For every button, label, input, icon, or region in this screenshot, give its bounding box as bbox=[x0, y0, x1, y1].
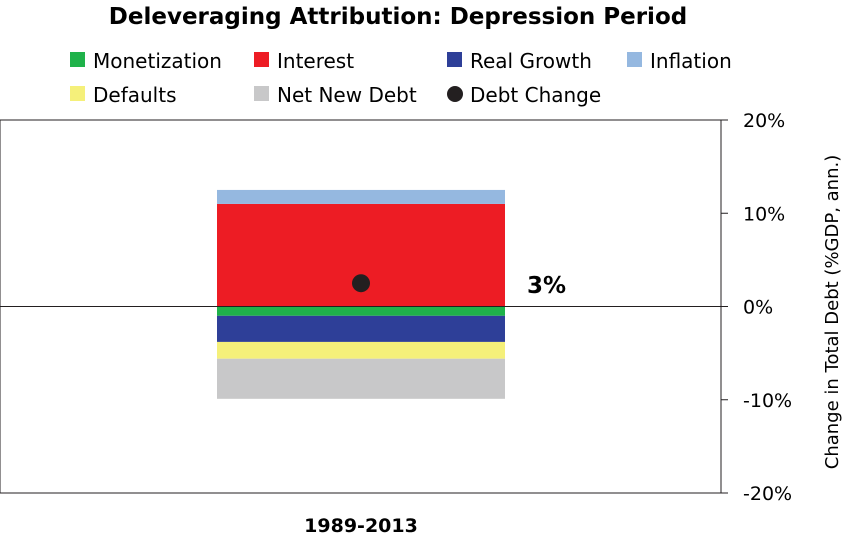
legend-swatch bbox=[627, 52, 642, 67]
marker-debt-change bbox=[352, 274, 370, 293]
legend-label: Defaults bbox=[93, 83, 177, 107]
legend-item-debt-change: Debt Change bbox=[447, 83, 601, 107]
legend: Monetization Interest Real Growth Inflation… bbox=[70, 49, 732, 107]
legend-label: Real Growth bbox=[470, 49, 592, 73]
legend-item-real-growth: Real Growth bbox=[447, 49, 592, 73]
x-tick-label: 1989-2013 bbox=[304, 515, 418, 536]
bar-stack bbox=[217, 189, 505, 399]
y-tick-label: -20% bbox=[743, 483, 792, 505]
legend-item-net-new-debt: Net New Debt bbox=[254, 83, 417, 107]
legend-item-interest: Interest bbox=[254, 49, 354, 73]
y-axis-label: Change in Total Debt (%GDP, ann.) bbox=[822, 155, 843, 470]
legend-swatch bbox=[254, 52, 269, 67]
bar-segment-defaults bbox=[217, 341, 505, 359]
x-axis: 1989-2013 bbox=[304, 515, 418, 536]
legend-swatch bbox=[70, 86, 85, 101]
y-tick-label: 20% bbox=[743, 110, 785, 132]
y-tick-label: -10% bbox=[743, 390, 792, 412]
legend-item-inflation: Inflation bbox=[627, 49, 732, 73]
marker-layer: 3% bbox=[352, 273, 566, 299]
legend-swatch bbox=[447, 86, 463, 102]
bar-segment-inflation bbox=[217, 189, 505, 204]
legend-label: Inflation bbox=[650, 49, 732, 73]
bar-segment-net-new-debt bbox=[217, 358, 505, 399]
legend-swatch bbox=[70, 52, 85, 67]
legend-label: Debt Change bbox=[470, 83, 601, 107]
chart-title: Deleveraging Attribution: Depression Per… bbox=[109, 4, 687, 30]
legend-swatch bbox=[447, 52, 462, 67]
legend-item-defaults: Defaults bbox=[70, 83, 177, 107]
y-tick-label: 10% bbox=[743, 203, 785, 225]
bar-segment-real-growth bbox=[217, 315, 505, 342]
y-tick-label: 0% bbox=[743, 297, 773, 319]
legend-item-monetization: Monetization bbox=[70, 49, 222, 73]
y-axis: -20% -10% 0% 10% 20% bbox=[721, 110, 792, 505]
legend-swatch bbox=[254, 86, 269, 101]
data-label: 3% bbox=[527, 273, 566, 299]
bar-segment-monetization bbox=[217, 306, 505, 316]
legend-label: Monetization bbox=[93, 49, 222, 73]
legend-label: Interest bbox=[277, 49, 354, 73]
legend-label: Net New Debt bbox=[277, 83, 417, 107]
